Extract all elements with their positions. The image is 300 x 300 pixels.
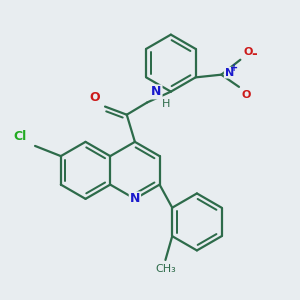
Text: N: N [151,85,162,98]
Text: O: O [243,47,252,57]
Text: Cl: Cl [14,130,27,143]
Text: H: H [162,99,170,109]
Text: +: + [230,63,238,73]
Text: O: O [242,90,251,100]
Text: N: N [130,192,140,206]
Text: -: - [251,47,257,61]
Text: CH₃: CH₃ [155,264,176,274]
Text: O: O [89,91,100,104]
Text: N: N [225,68,234,78]
